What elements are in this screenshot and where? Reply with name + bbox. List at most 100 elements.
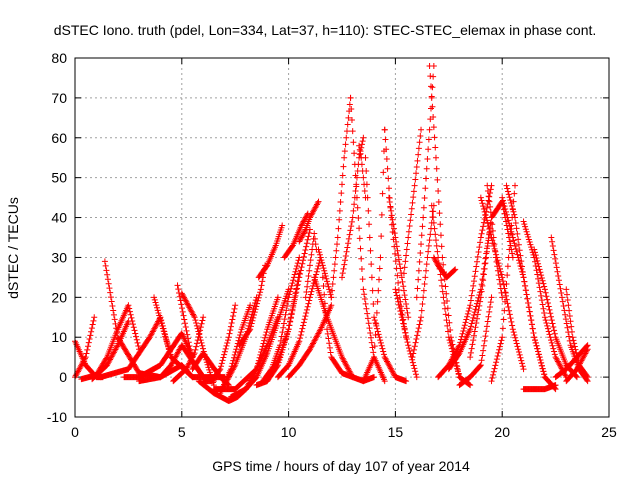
data-point — [538, 292, 545, 299]
data-point — [489, 221, 496, 228]
data-point — [544, 322, 551, 329]
data-point — [533, 267, 540, 274]
data-point — [292, 292, 299, 299]
data-point — [525, 233, 532, 240]
data-point — [432, 258, 439, 265]
data-point — [434, 248, 441, 255]
data-point — [290, 300, 297, 307]
data-point — [504, 185, 511, 192]
data-point — [499, 334, 506, 341]
data-point — [460, 327, 467, 334]
data-point — [418, 314, 425, 321]
data-point — [382, 136, 389, 143]
data-point — [413, 164, 420, 171]
data-point — [339, 181, 345, 188]
data-point — [403, 305, 410, 312]
data-point — [392, 234, 399, 241]
data-point — [106, 285, 113, 292]
data-point — [186, 342, 193, 349]
data-point — [226, 330, 233, 337]
data-point — [468, 292, 475, 299]
data-point — [336, 207, 343, 214]
data-point — [87, 332, 94, 339]
data-point — [474, 311, 481, 318]
data-point — [543, 319, 550, 326]
data-point — [293, 262, 300, 269]
data-point — [404, 339, 411, 346]
data-point — [249, 317, 256, 324]
data-point — [358, 141, 365, 148]
data-point — [279, 329, 286, 336]
data-point — [346, 101, 353, 108]
data-point — [197, 327, 204, 334]
data-point — [471, 273, 478, 280]
data-point — [363, 168, 370, 175]
data-point — [500, 316, 507, 323]
data-point — [297, 267, 304, 274]
data-point — [549, 238, 556, 245]
data-point — [299, 219, 306, 226]
data-point — [474, 253, 481, 260]
data-series — [413, 62, 437, 301]
data-point — [315, 198, 322, 205]
data-point — [528, 321, 535, 328]
data-point — [395, 256, 402, 263]
data-point — [511, 331, 518, 338]
data-series — [339, 134, 367, 281]
data-point — [218, 363, 225, 370]
data-point — [107, 294, 114, 301]
data-point — [399, 278, 406, 285]
data-point — [550, 345, 557, 352]
data-point — [504, 226, 511, 233]
data-point — [289, 307, 296, 314]
data-point — [368, 274, 375, 281]
data-point — [287, 318, 294, 325]
data-point — [504, 214, 511, 221]
data-point — [302, 294, 309, 301]
data-point — [255, 294, 262, 301]
data-point — [392, 286, 399, 293]
data-point — [551, 327, 558, 334]
data-point — [571, 343, 578, 350]
data-point — [500, 200, 507, 207]
data-point — [357, 148, 364, 155]
data-point — [522, 287, 529, 294]
data-point — [355, 161, 362, 168]
data-point — [428, 93, 435, 100]
data-series — [385, 194, 412, 321]
data-point — [488, 378, 495, 385]
data-point — [358, 255, 365, 262]
data-point — [447, 339, 454, 346]
data-point — [298, 264, 305, 271]
chart-title: dSTEC Iono. truth (pdel, Lon=334, Lat=37… — [54, 22, 597, 38]
data-point — [521, 278, 528, 285]
data-point — [571, 340, 578, 347]
data-series — [499, 194, 548, 381]
data-point — [528, 244, 535, 251]
data-point — [467, 354, 474, 361]
data-point — [296, 338, 303, 345]
data-point — [541, 286, 548, 293]
data-point — [517, 354, 524, 361]
data-point — [430, 113, 437, 120]
data-point — [383, 146, 390, 153]
data-point — [321, 267, 328, 274]
data-point — [306, 229, 313, 236]
data-point — [255, 357, 262, 364]
data-point — [308, 288, 315, 295]
data-point — [515, 254, 522, 261]
data-point — [314, 265, 321, 272]
data-point — [181, 316, 188, 323]
data-point — [509, 205, 516, 212]
data-point — [521, 221, 528, 228]
data-point — [301, 229, 308, 236]
data-point — [406, 348, 413, 355]
data-point — [359, 276, 366, 283]
data-point — [512, 337, 519, 344]
x-tick-label: 0 — [71, 424, 79, 440]
data-point — [506, 223, 513, 230]
data-point — [364, 310, 371, 317]
data-point — [511, 211, 518, 218]
data-point — [342, 257, 349, 264]
data-point — [519, 360, 526, 367]
